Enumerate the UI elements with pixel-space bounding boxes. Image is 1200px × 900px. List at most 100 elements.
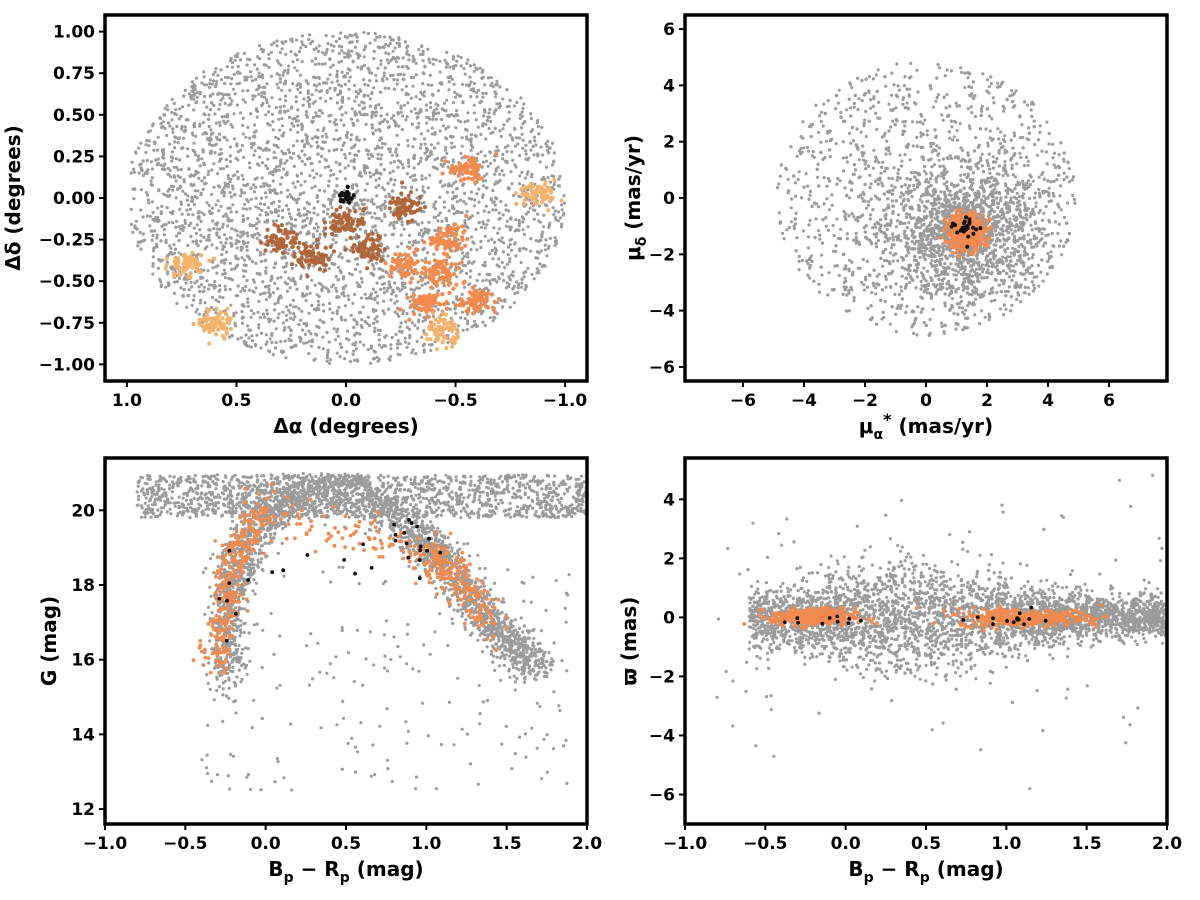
field-star	[326, 41, 330, 46]
field-star	[155, 233, 159, 237]
field-star	[281, 208, 285, 213]
field-star	[220, 253, 224, 257]
field-star	[313, 283, 317, 287]
field-star	[408, 175, 413, 179]
field-star	[340, 113, 344, 117]
field-star	[351, 183, 355, 187]
field-star	[330, 80, 334, 84]
field-star	[441, 184, 445, 188]
member_dark-star	[304, 244, 309, 249]
field-star	[330, 317, 334, 321]
field-star	[325, 330, 329, 335]
field-star	[364, 122, 368, 126]
field-star	[199, 283, 204, 287]
field-star	[421, 319, 425, 323]
field-star	[199, 192, 203, 197]
field-star	[412, 75, 416, 80]
member_light-star	[211, 256, 217, 261]
field-star	[307, 202, 311, 206]
field-star	[145, 170, 149, 174]
field-star	[458, 198, 462, 202]
field-star	[396, 339, 400, 343]
member_dark-star	[399, 191, 404, 196]
field-star	[423, 282, 427, 286]
field-star	[255, 67, 259, 71]
field-star	[314, 135, 318, 139]
field-star	[401, 284, 405, 288]
member_light-star	[209, 320, 214, 326]
field-star	[345, 350, 349, 354]
field-star	[251, 94, 255, 98]
field-star	[545, 144, 549, 148]
member_orange-star	[398, 307, 403, 312]
field-star	[267, 65, 271, 69]
field-star	[307, 311, 311, 315]
field-star	[420, 177, 424, 181]
field-star	[524, 270, 528, 274]
field-star	[466, 251, 470, 255]
field-star	[418, 52, 423, 57]
member_orange-star	[460, 224, 465, 229]
field-star	[393, 178, 397, 182]
field-star	[171, 185, 176, 189]
member_dark-star	[334, 207, 339, 212]
field-star	[407, 240, 411, 244]
field-star	[300, 128, 304, 132]
field-star	[312, 235, 316, 239]
field-star	[269, 50, 273, 54]
field-star	[221, 272, 225, 276]
field-star	[246, 125, 250, 129]
field-star	[395, 220, 399, 225]
field-star	[229, 303, 233, 307]
field-star	[415, 125, 419, 130]
field-star	[241, 98, 245, 102]
field-star	[296, 123, 300, 128]
member_dark-star	[317, 267, 322, 272]
field-star	[203, 130, 207, 135]
field-star	[509, 248, 514, 252]
field-star	[219, 68, 223, 72]
field-star	[341, 95, 345, 99]
field-star	[295, 201, 299, 205]
field-star	[259, 202, 263, 206]
member_light-star	[190, 250, 195, 255]
member_light-star	[445, 325, 450, 330]
member_orange-star	[383, 261, 388, 266]
field-star	[225, 164, 229, 168]
field-star	[294, 263, 298, 267]
member_orange-star	[477, 306, 482, 311]
field-star	[400, 88, 404, 92]
field-star	[234, 241, 238, 246]
field-star	[485, 119, 490, 123]
field-star	[228, 160, 233, 164]
field-star	[173, 146, 177, 150]
field-star	[490, 237, 494, 241]
field-star	[522, 232, 527, 236]
field-star	[187, 288, 191, 292]
field-star	[540, 230, 545, 234]
field-star	[212, 79, 216, 83]
field-star	[479, 239, 483, 243]
field-star	[186, 212, 190, 217]
field-star	[211, 131, 215, 135]
field-star	[432, 202, 436, 206]
member_dark-star	[422, 205, 428, 210]
field-star	[213, 143, 217, 147]
field-star	[497, 238, 501, 242]
field-star	[318, 160, 322, 164]
field-star	[487, 126, 491, 131]
field-star	[226, 185, 230, 189]
field-star	[383, 86, 387, 90]
field-star	[258, 272, 262, 276]
field-star	[447, 182, 451, 186]
field-star	[249, 112, 253, 116]
field-star	[495, 79, 499, 83]
field-star	[412, 240, 416, 244]
field-star	[229, 56, 233, 61]
field-star	[182, 287, 186, 292]
field-star	[223, 101, 227, 105]
field-star	[477, 200, 481, 204]
field-star	[372, 86, 376, 90]
field-star	[228, 154, 232, 158]
sky-ticks: 1.0 0.5 0.0 −0.5 −1.01.000.750.500.250.00−0.…	[39, 23, 588, 411]
